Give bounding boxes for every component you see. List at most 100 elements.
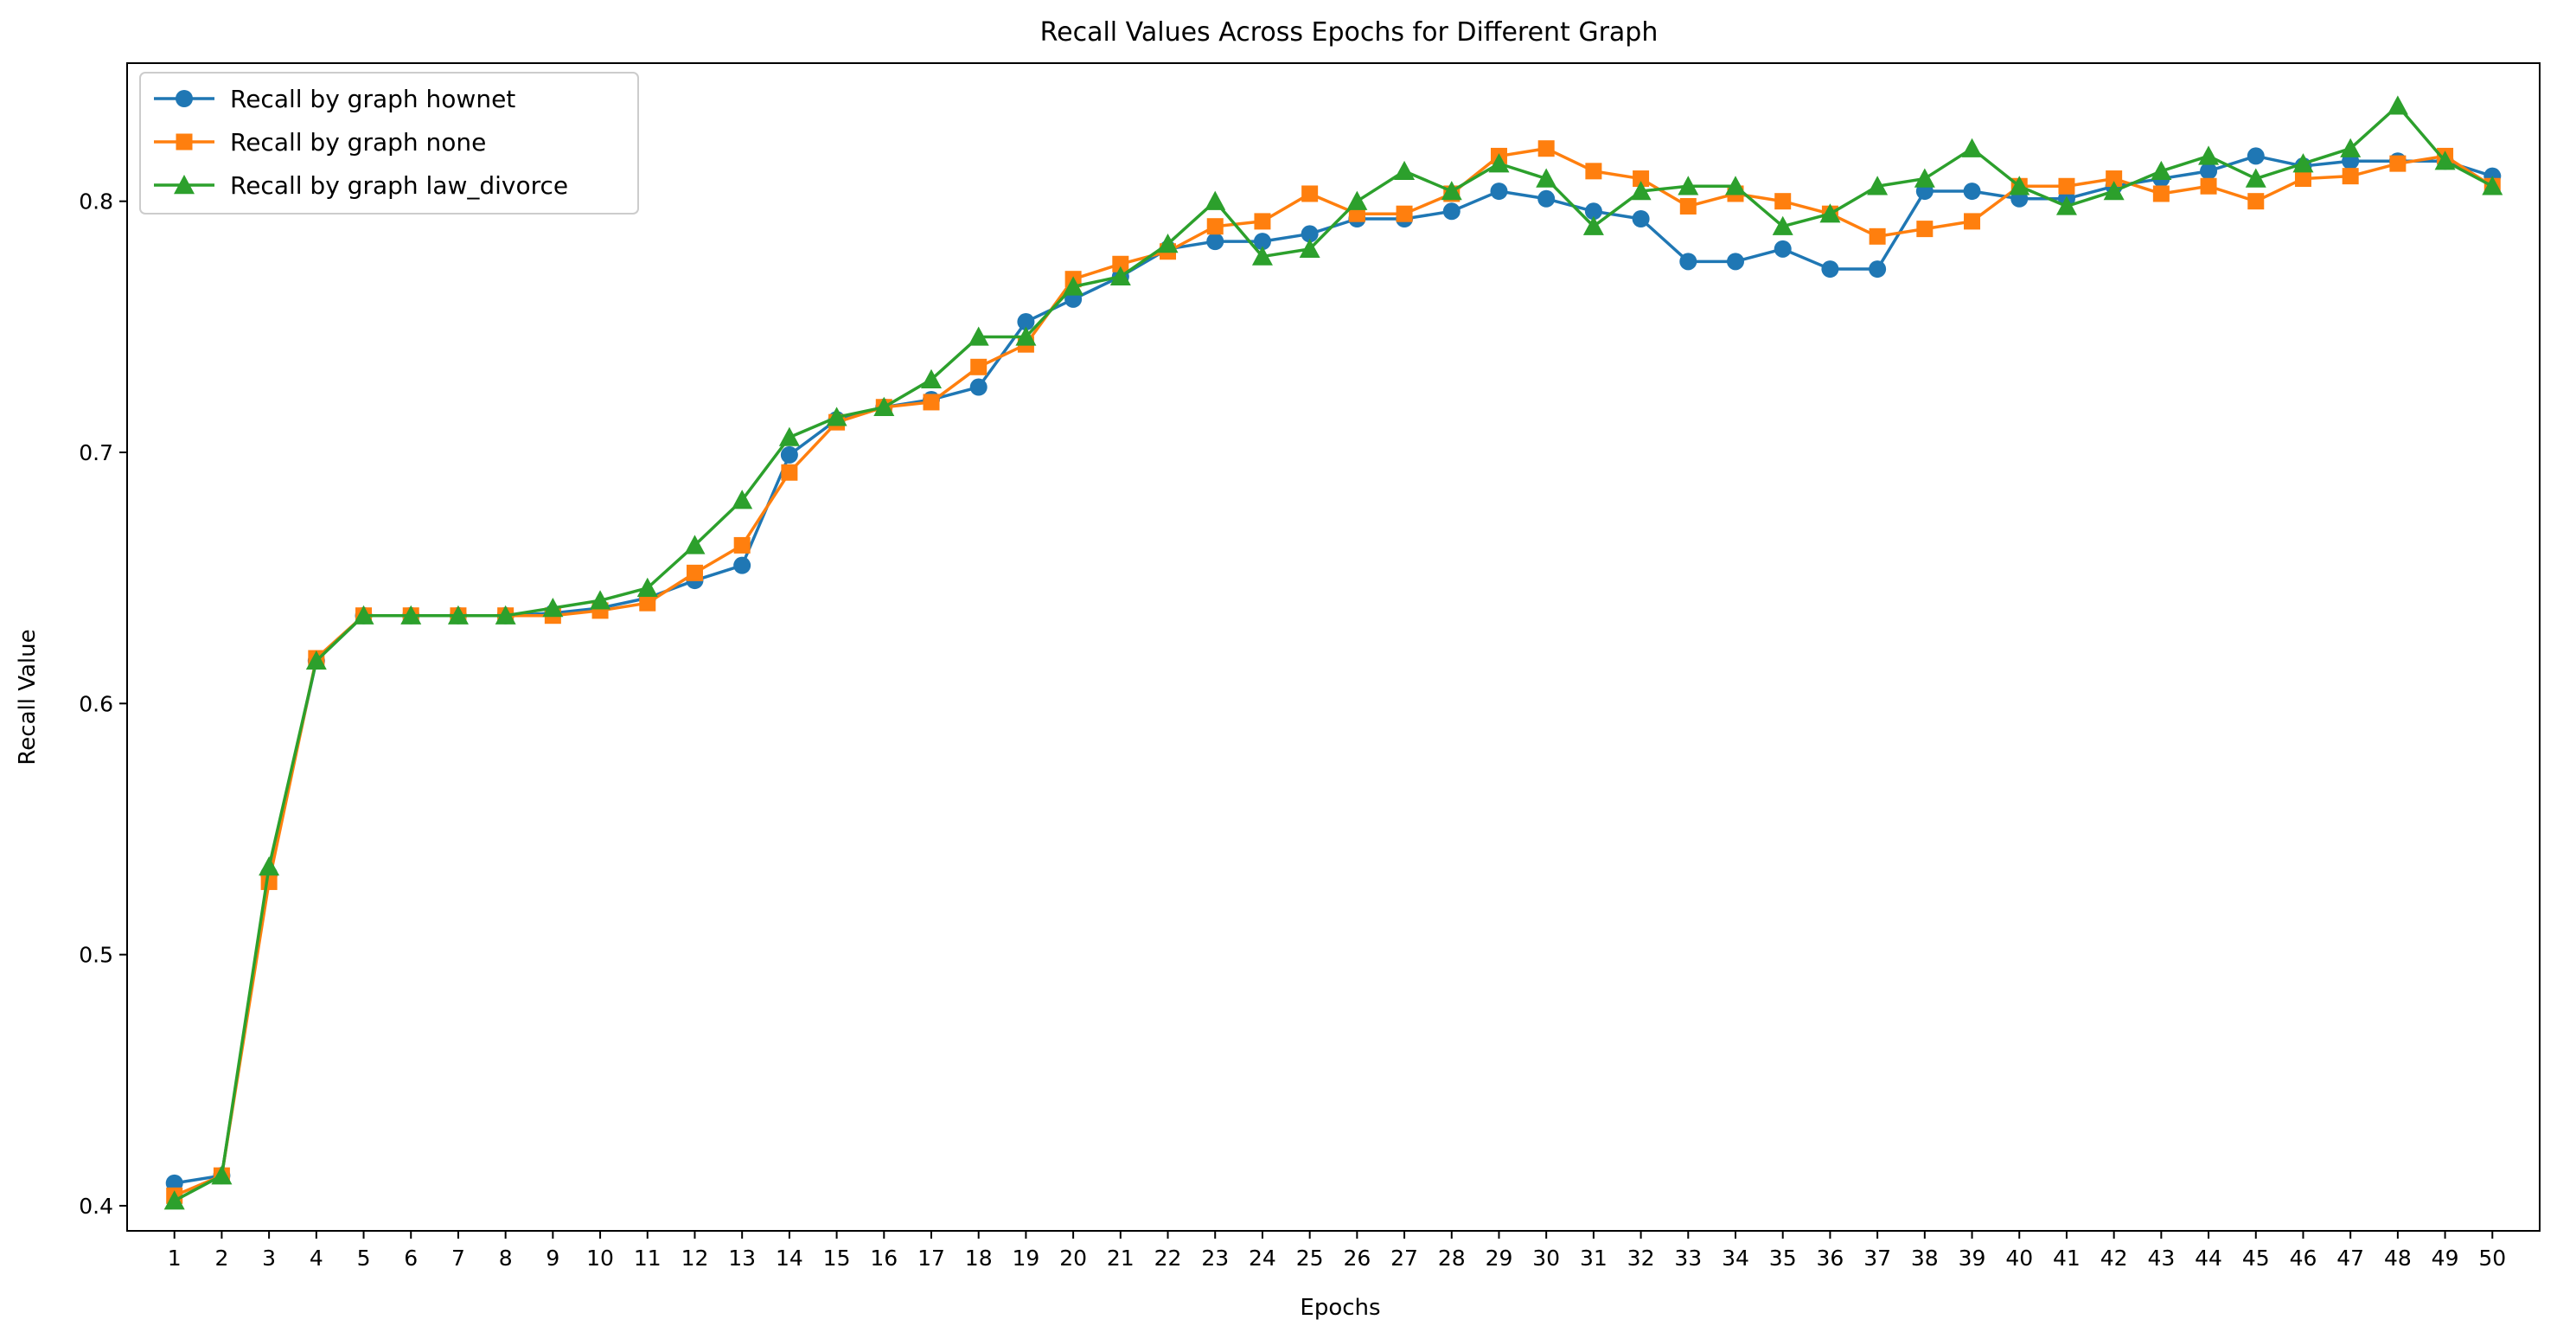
y-axis-label: Recall Value — [15, 629, 41, 765]
data-point — [542, 598, 564, 618]
data-point — [1394, 160, 1416, 181]
x-tick-label: 27 — [1390, 1246, 1418, 1271]
data-point — [1633, 170, 1650, 188]
legend-label: Recall by graph hownet — [230, 85, 515, 113]
data-point — [2387, 95, 2408, 115]
x-tick-label: 50 — [2478, 1246, 2506, 1271]
x-tick-label: 44 — [2195, 1246, 2222, 1271]
x-tick-label: 46 — [2290, 1246, 2317, 1271]
series-2 — [166, 140, 2501, 1204]
legend-label: Recall by graph none — [230, 128, 486, 157]
data-point — [2106, 170, 2123, 188]
data-point — [636, 577, 658, 597]
legend-item: Recall by graph none — [154, 128, 486, 157]
data-point — [1964, 213, 1981, 230]
data-point — [968, 326, 989, 346]
x-tick-label: 38 — [1911, 1246, 1939, 1271]
data-point — [1679, 253, 1697, 271]
data-point — [1821, 260, 1839, 279]
data-point — [2198, 145, 2220, 165]
data-point — [2200, 177, 2217, 195]
x-tick-label: 34 — [1722, 1246, 1749, 1271]
data-point — [2294, 170, 2311, 188]
data-point — [447, 605, 469, 625]
data-point — [1299, 238, 1320, 259]
data-point — [2247, 147, 2265, 165]
data-point — [2434, 151, 2456, 170]
x-tick-label: 15 — [823, 1246, 851, 1271]
series-line — [173, 104, 2494, 1202]
x-tick-label: 14 — [776, 1246, 803, 1271]
data-point — [780, 445, 798, 464]
data-point — [1584, 202, 1602, 221]
x-tick-label: 10 — [586, 1246, 614, 1271]
x-tick-label: 11 — [634, 1246, 662, 1271]
data-point — [1869, 260, 1887, 279]
x-tick-label: 36 — [1817, 1246, 1844, 1271]
x-tick-label: 23 — [1201, 1246, 1229, 1271]
x-tick-label: 16 — [870, 1246, 898, 1271]
data-point — [2152, 185, 2170, 202]
x-tick-label: 24 — [1249, 1246, 1276, 1271]
x-tick-label: 29 — [1486, 1246, 1513, 1271]
x-tick-label: 30 — [1532, 1246, 1560, 1271]
data-point — [778, 426, 800, 446]
data-point — [1678, 176, 1699, 195]
x-tick-label: 4 — [310, 1246, 323, 1271]
data-point — [1441, 181, 1462, 201]
data-point — [732, 490, 753, 509]
data-point — [211, 1165, 233, 1185]
data-point — [1301, 185, 1319, 202]
data-point — [2151, 160, 2172, 181]
x-tick-label: 18 — [965, 1246, 993, 1271]
data-point — [686, 564, 703, 581]
data-point — [1253, 233, 1271, 251]
x-tick-label: 49 — [2432, 1246, 2459, 1271]
x-tick-label: 31 — [1580, 1246, 1608, 1271]
data-point — [873, 396, 895, 416]
data-point — [1774, 193, 1792, 210]
data-point — [1679, 197, 1697, 215]
data-point — [1488, 153, 1510, 173]
data-point — [1585, 163, 1602, 180]
data-point — [1206, 218, 1224, 235]
data-point — [921, 368, 942, 389]
x-tick-label: 32 — [1627, 1246, 1655, 1271]
x-tick-label: 19 — [1013, 1246, 1040, 1271]
x-tick-label: 48 — [2384, 1246, 2412, 1271]
data-point — [495, 605, 516, 625]
data-point — [1205, 190, 1226, 210]
x-tick-label: 35 — [1769, 1246, 1797, 1271]
data-point — [826, 407, 847, 426]
data-point — [259, 856, 280, 876]
legend: Recall by graph hownet Recall by graph no… — [139, 72, 639, 215]
x-tick-label: 21 — [1107, 1246, 1135, 1271]
data-point — [2340, 138, 2362, 157]
x-tick-label: 45 — [2242, 1246, 2270, 1271]
x-tick-label: 6 — [404, 1246, 418, 1271]
data-point — [733, 556, 751, 574]
data-point — [1867, 176, 1889, 195]
x-tick-label: 33 — [1674, 1246, 1702, 1271]
data-point — [353, 605, 374, 625]
data-point — [1301, 225, 1319, 243]
y-tick-label: 0.6 — [79, 691, 113, 716]
data-point — [2482, 176, 2503, 195]
data-point — [163, 1190, 185, 1210]
data-point — [590, 590, 611, 610]
data-point — [1346, 190, 1368, 210]
x-tick-label: 47 — [2336, 1246, 2364, 1271]
data-point — [1017, 313, 1035, 331]
plot-area: 0.40.50.60.70.81 2 3 4 5 6 7 8 9 10 11 12 13 14 15 16 17… — [79, 62, 2541, 1271]
legend-item: Recall by graph law_divorce — [154, 171, 568, 200]
data-point — [1727, 253, 1744, 271]
x-axis-label: Epochs — [1300, 1295, 1380, 1321]
data-point — [1819, 203, 1841, 223]
y-tick-label: 0.5 — [79, 943, 113, 968]
data-point — [1537, 140, 1555, 157]
series-1 — [165, 147, 2502, 1192]
x-tick-label: 40 — [2005, 1246, 2033, 1271]
y-tick-label: 0.4 — [79, 1194, 113, 1219]
series-3 — [163, 95, 2503, 1210]
